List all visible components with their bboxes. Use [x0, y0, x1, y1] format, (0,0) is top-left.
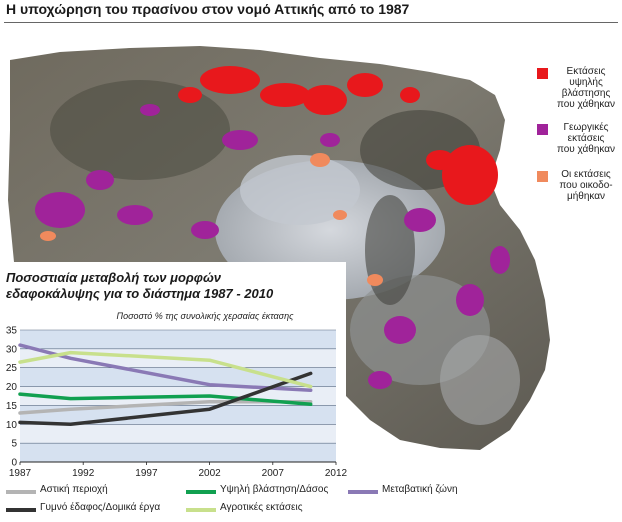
chart-title: Ποσοστιαία μεταβολή των μορφών εδαφοκάλυ…	[6, 270, 274, 301]
grid-band	[20, 330, 336, 349]
series-line-1	[18, 392, 313, 407]
legend-swatch-built-up	[537, 171, 548, 182]
y-tick-label: 15	[6, 401, 18, 412]
chart-legend: Αστική περιοχή Υψηλή βλάστηση/Δάσος Μετα…	[0, 482, 622, 522]
x-tick-label: 2012	[325, 468, 348, 479]
legend-label-forest: Υψηλή βλάστηση/Δάσος	[220, 484, 329, 495]
page-title: Η υποχώρηση του πρασίνου στον νομό Αττικ…	[6, 1, 410, 17]
lost-vegetation-patches	[178, 66, 498, 205]
legend-label-built-up: Οι εκτάσεις που οικοδο-μήθηκαν	[559, 169, 613, 202]
legend-line-transitional	[348, 490, 378, 494]
x-tick-label: 1997	[135, 468, 158, 479]
built-up-patches	[40, 153, 383, 286]
x-tick-label: 1992	[72, 468, 95, 479]
y-tick-label: 35	[6, 326, 18, 337]
lost-agricultural-patches	[35, 104, 510, 389]
y-tick-label: 10	[6, 420, 18, 431]
x-tick-label: 2002	[198, 468, 221, 479]
legend-line-forest	[186, 490, 216, 494]
x-tick-label: 2007	[262, 468, 285, 479]
legend-label-agricultural: Αγροτικές εκτάσεις	[220, 502, 303, 513]
legend-swatch-lost-vegetation	[537, 68, 548, 79]
legend-label-bare-ground: Γυμνό έδαφος/Δομικά έργα	[40, 502, 161, 513]
series-line-2	[18, 343, 313, 393]
legend-label-lost-vegetation: Εκτάσεις υψηλής βλάστησης που χάθηκαν	[556, 66, 616, 110]
legend-label-lost-agricultural: Γεωργικές εκτάσεις που χάθηκαν	[556, 122, 616, 155]
x-tick-label: 1987	[9, 468, 32, 479]
series-line-4	[18, 350, 313, 389]
y-tick-label: 5	[11, 439, 17, 450]
legend-line-agricultural	[186, 508, 216, 512]
legend-label-urban: Αστική περιοχή	[40, 484, 108, 495]
title-divider	[4, 22, 618, 23]
y-tick-label: 0	[11, 458, 17, 469]
grid-band	[20, 443, 336, 462]
y-tick-label: 25	[6, 363, 18, 374]
y-tick-label: 20	[6, 382, 18, 393]
legend-line-bare-ground	[6, 508, 36, 512]
series-line-3	[18, 371, 313, 427]
legend-swatch-lost-agricultural	[537, 124, 548, 135]
legend-label-transitional: Μεταβατική ζώνη	[382, 484, 458, 495]
chart-subtitle: Ποσοστό % της συνολικής χερσαίας έκτασης	[117, 311, 295, 321]
y-tick-label: 30	[6, 344, 18, 355]
legend-line-urban	[6, 490, 36, 494]
